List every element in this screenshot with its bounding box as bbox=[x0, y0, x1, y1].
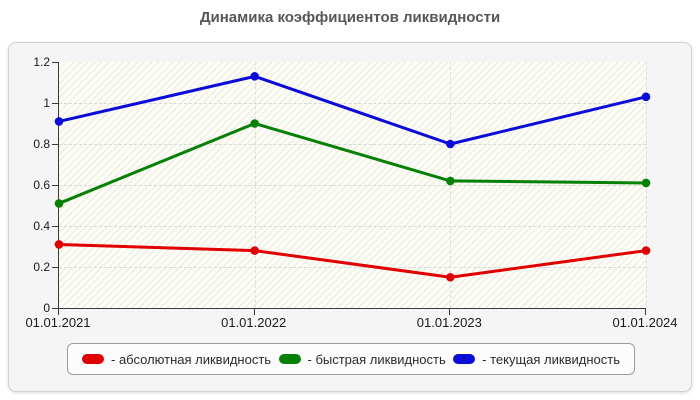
y-axis-tick bbox=[52, 185, 58, 186]
y-tick-label: 0.2 bbox=[33, 260, 50, 274]
y-tick-label: 0.6 bbox=[33, 178, 50, 192]
series-line bbox=[58, 242, 647, 279]
plot-area bbox=[54, 62, 651, 309]
horizontal-gridline bbox=[59, 267, 646, 268]
x-tick-label: 01.01.2023 bbox=[416, 315, 482, 330]
series-line bbox=[58, 122, 647, 205]
vertical-gridline bbox=[254, 62, 256, 308]
y-axis-tick bbox=[52, 62, 58, 63]
data-point bbox=[250, 119, 259, 128]
chart-title: Динамика коэффициентов ликвидности bbox=[199, 9, 501, 26]
legend-label: - текущая ликвидность bbox=[482, 351, 620, 367]
x-tick-label: 01.01.2021 bbox=[25, 315, 91, 330]
y-tick-label: 0 bbox=[43, 301, 50, 315]
legend-swatch bbox=[278, 354, 301, 364]
legend: - абсолютная ликвидность - быстрая ликвид… bbox=[67, 343, 635, 375]
legend-label: - быстрая ликвидность bbox=[307, 351, 446, 367]
data-point bbox=[54, 240, 64, 249]
x-tick-label: 01.01.2024 bbox=[612, 315, 678, 330]
y-tick-label: 0.8 bbox=[33, 137, 50, 151]
y-tick-label: 1 bbox=[43, 96, 50, 110]
data-point bbox=[446, 139, 455, 149]
data-point bbox=[250, 246, 259, 255]
series-line bbox=[58, 74, 647, 146]
y-axis-tick bbox=[52, 308, 58, 309]
legend-swatch bbox=[82, 354, 104, 364]
y-axis-tick bbox=[52, 144, 58, 145]
x-tick-label: 01.01.2022 bbox=[221, 315, 287, 330]
horizontal-gridline bbox=[59, 185, 646, 186]
horizontal-gridline bbox=[59, 144, 646, 145]
legend-item: - текущая ликвидность bbox=[453, 352, 620, 367]
y-axis-tick bbox=[52, 103, 58, 104]
data-point bbox=[446, 176, 455, 186]
chart-card: - абсолютная ликвидность - быстрая ликвид… bbox=[8, 42, 692, 392]
horizontal-gridline bbox=[59, 103, 646, 104]
legend-swatch bbox=[453, 354, 476, 364]
x-axis-tick bbox=[253, 309, 255, 315]
data-point bbox=[641, 178, 651, 188]
horizontal-gridline bbox=[59, 226, 646, 227]
legend-label: - абсолютная ликвидность bbox=[111, 351, 272, 367]
legend-item: - быстрая ликвидность bbox=[278, 351, 446, 367]
y-tick-label: 1.2 bbox=[33, 55, 50, 69]
y-axis-tick bbox=[52, 226, 58, 227]
y-tick-label: 0.4 bbox=[33, 219, 50, 233]
x-axis-tick bbox=[645, 309, 646, 315]
data-point bbox=[641, 92, 651, 102]
data-point bbox=[641, 246, 651, 255]
data-point bbox=[250, 72, 259, 81]
x-axis-tick bbox=[58, 309, 59, 315]
legend-item: - абсолютная ликвидность bbox=[82, 352, 271, 367]
data-point bbox=[446, 272, 455, 282]
data-point bbox=[54, 199, 64, 208]
y-axis-tick bbox=[52, 267, 58, 268]
data-point bbox=[54, 117, 64, 126]
series-layer bbox=[54, 72, 651, 282]
x-axis-tick bbox=[449, 309, 451, 315]
